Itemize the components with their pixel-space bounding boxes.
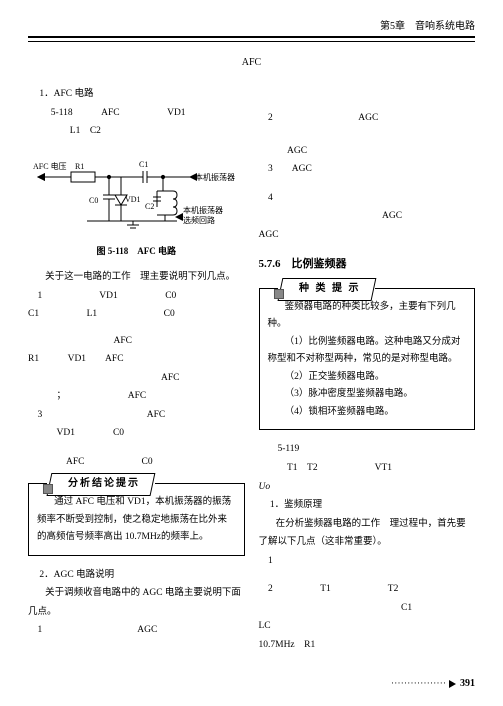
left-p9: ； AFC bbox=[28, 387, 245, 406]
right-p12: 2 T1 T2 bbox=[259, 580, 476, 599]
page-number: 391 bbox=[460, 675, 475, 692]
heading-jp: 1．鉴频原理 bbox=[270, 496, 475, 515]
callout-types-l1: （1）比例鉴频器电路。这种电路又分成对称型和不对称型两种，常见的是对称型电路。 bbox=[268, 334, 467, 369]
right-p9: Uo bbox=[259, 478, 476, 497]
right-p7: 5-119 bbox=[259, 440, 476, 459]
callout-types-l4: （4）锁相环鉴频器电路。 bbox=[268, 404, 467, 422]
heading-576: 5.7.6 比例鉴频器 bbox=[259, 254, 476, 275]
right-p5: AGC bbox=[259, 207, 476, 226]
left-h1: 1．AFC 电路 bbox=[39, 85, 244, 104]
callout-types: 种 类 提 示 鉴频器电路的种类比较多，主要有下列几种。 （1）比例鉴频器电路。… bbox=[259, 288, 476, 431]
right-p3: 3 AGC bbox=[259, 160, 476, 179]
right-p11: 1 bbox=[259, 552, 476, 571]
left-p10: 3 AFC bbox=[28, 406, 245, 425]
callout-types-l3: （3）脉冲密度型鉴频器电路。 bbox=[268, 386, 467, 404]
left-p3: 关于这一电路的工作 理主要说明下列几点。 bbox=[28, 268, 245, 287]
chapter-label: 第5章 音响系统电路 bbox=[380, 21, 475, 32]
right-p6: AGC bbox=[259, 226, 476, 245]
content-columns: 1．AFC 电路 5-118 AFC VD1 L1 C2 AFC 电压 R1 bbox=[28, 85, 475, 654]
callout-analysis-body: 通过 AFC 电压和 VD1，本机振荡器的振荡频率不断受到控制，使之稳定地振荡在… bbox=[37, 494, 236, 547]
callout-analysis: 分析结论提示 通过 AFC 电压和 VD1，本机振荡器的振荡频率不断受到控制，使… bbox=[28, 483, 245, 556]
figure-caption: 图 5-118 AFC 电路 bbox=[28, 243, 245, 261]
footer-arrow-icon bbox=[449, 680, 456, 688]
lbl-vd1: VD1 bbox=[125, 195, 141, 204]
right-p15: 10.7MHz R1 bbox=[259, 636, 476, 655]
left-p5: C1 L1 C0 bbox=[28, 305, 245, 324]
left-column: 1．AFC 电路 5-118 AFC VD1 L1 C2 AFC 电压 R1 bbox=[28, 85, 245, 654]
footer-dots: · · · · · · · · · · · · · · · · · bbox=[391, 676, 445, 691]
callout-types-l0: 鉴频器电路的种类比较多，主要有下列几种。 bbox=[268, 299, 467, 334]
left-h2: 2．AGC 电路说明 bbox=[39, 566, 244, 585]
right-p4: 4 bbox=[259, 189, 476, 208]
right-p8: T1 T2 VT1 bbox=[259, 459, 476, 478]
left-p2: L1 C2 bbox=[51, 122, 245, 141]
left-p6: AFC bbox=[28, 332, 245, 351]
lbl-c1: C1 bbox=[139, 160, 148, 169]
callout-types-title: 种 类 提 示 bbox=[278, 278, 376, 301]
lbl-c2: C2 bbox=[145, 202, 154, 211]
lbl-r1: R1 bbox=[75, 162, 84, 171]
left-p1: 5-118 AFC VD1 bbox=[51, 104, 245, 123]
callout-types-l2: （2）正交鉴频器电路。 bbox=[268, 369, 467, 387]
right-p2: AGC bbox=[259, 142, 476, 161]
left-p11: VD1 C0 bbox=[28, 424, 245, 443]
left-p13: 关于调频收音电路中的 AGC 电路主要说明下面几点。 bbox=[28, 584, 245, 621]
right-column: 2 AGC AGC 3 AGC 4 AGC AGC 5.7.6 比例鉴频器 种 … bbox=[259, 85, 476, 654]
right-p10: 在分析鉴频器电路的工作 理过程中，首先要了解以下几点（这非常重要）。 bbox=[259, 515, 476, 552]
afc-title: AFC bbox=[28, 54, 475, 71]
right-p1: 2 AGC bbox=[259, 109, 476, 128]
lbl-afc-v: AFC 电压 bbox=[33, 161, 67, 171]
callout-analysis-title: 分析结论提示 bbox=[47, 473, 155, 496]
left-p4: 1 VD1 C0 bbox=[28, 287, 245, 306]
left-p7: R1 VD1 AFC bbox=[28, 350, 245, 369]
page-header: 第5章 音响系统电路 bbox=[28, 18, 475, 42]
left-p12: AFC C0 bbox=[28, 453, 245, 472]
lbl-osc-top: 本机振荡器 bbox=[195, 172, 235, 182]
left-p8: AFC bbox=[28, 369, 245, 388]
lbl-osc-bot2: 选频回路 bbox=[183, 215, 215, 225]
lbl-osc-bot1: 本机振荡器 bbox=[183, 205, 223, 215]
lbl-c0: C0 bbox=[89, 196, 98, 205]
left-p14: 1 AGC bbox=[28, 621, 245, 640]
page-footer: · · · · · · · · · · · · · · · · · 391 bbox=[391, 675, 475, 692]
right-p13: C1 bbox=[259, 599, 476, 618]
circuit-diagram: AFC 电压 R1 C0 VD1 bbox=[31, 147, 241, 239]
right-p14: LC bbox=[259, 617, 476, 636]
